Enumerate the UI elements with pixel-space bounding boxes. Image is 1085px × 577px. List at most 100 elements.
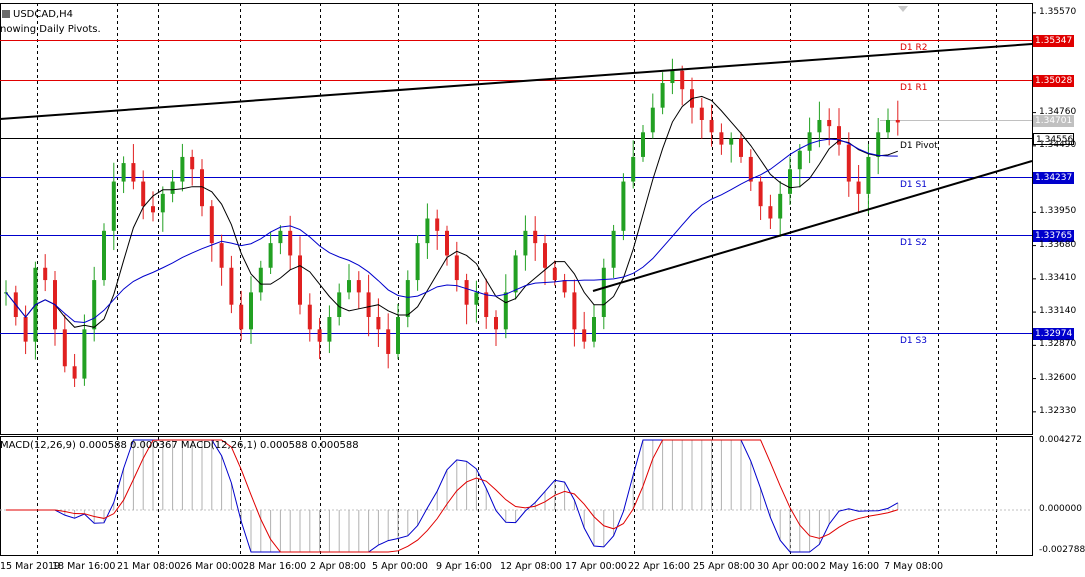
candle-body — [62, 329, 67, 367]
candle-body — [111, 181, 116, 231]
candle-body — [249, 292, 253, 330]
time-axis-label: 25 Apr 08:00 — [693, 561, 755, 572]
time-axis-label: 21 Mar 08:00 — [117, 561, 181, 572]
time-axis-label: 18 Mar 16:00 — [52, 561, 116, 572]
resistance-trendline — [0, 43, 1033, 120]
candle-body — [464, 280, 469, 305]
pivot-label: D1 S3 — [900, 335, 927, 346]
candle-body — [405, 280, 410, 318]
candle-body — [347, 280, 351, 293]
candle-body — [641, 132, 645, 157]
candle-body — [650, 107, 655, 133]
candle-body — [121, 163, 126, 182]
price-axis-label: 1.34490 — [1039, 139, 1077, 150]
chart-title-row: USDCAD,H4 — [2, 9, 73, 20]
candle-body — [200, 169, 204, 207]
candle-body — [719, 132, 724, 145]
pivot-price-tag: 1.34237 — [1033, 171, 1074, 184]
candle-body — [748, 156, 753, 182]
candle-body — [219, 243, 224, 268]
candle-body — [856, 181, 861, 194]
candle-body — [317, 329, 322, 342]
indicator-note: nowing Daily Pivots. — [0, 24, 101, 35]
candle-body — [631, 156, 636, 182]
candle-body — [258, 267, 263, 293]
candle-body — [239, 304, 244, 330]
price-axis-label: 1.32870 — [1039, 339, 1077, 350]
candle-body — [817, 119, 822, 133]
candle-body — [23, 317, 28, 342]
time-axis-label: 17 Apr 00:00 — [565, 561, 627, 572]
macd-axis-label: 0.004272 — [1039, 435, 1082, 445]
candle-body — [445, 230, 449, 256]
candle-body — [807, 132, 812, 151]
candle-body — [680, 70, 685, 90]
candle-body — [513, 255, 518, 293]
candle-body — [356, 280, 361, 293]
macd-axis-label: -0.002788 — [1039, 545, 1085, 555]
pivot-price-tag: 1.32974 — [1033, 327, 1074, 340]
candle-body — [337, 292, 342, 318]
macd-axis-label: 0.000000 — [1039, 504, 1082, 514]
time-axis-label: 26 Mar 00:00 — [180, 561, 244, 572]
price-axis-label: 1.33410 — [1039, 272, 1077, 283]
candle-body — [72, 366, 77, 379]
candle-body — [562, 280, 567, 293]
candle-body — [592, 317, 596, 342]
candle-body — [43, 267, 48, 281]
candle-body — [797, 150, 802, 170]
candle-body — [376, 317, 381, 330]
candle-body — [92, 280, 97, 330]
pivot-label: D1 R2 — [900, 42, 928, 53]
time-axis-label: 2 May 16:00 — [820, 561, 880, 572]
price-axis-label: 1.33140 — [1039, 306, 1077, 317]
candle-body — [278, 230, 283, 244]
ma-slow-line — [5, 138, 898, 323]
symbol-title: USDCAD,H4 — [13, 9, 73, 20]
candle-body — [494, 317, 498, 330]
candle-body — [895, 119, 900, 123]
pivot-label: D1 S2 — [900, 237, 927, 248]
candle-body — [298, 255, 302, 305]
price-axis-label: 1.32600 — [1039, 372, 1077, 383]
candle-body — [533, 230, 538, 244]
pivot-price-tag: 1.35347 — [1033, 34, 1074, 47]
candle-body — [758, 181, 763, 207]
candle-body — [601, 267, 606, 318]
candle-body — [415, 243, 420, 281]
pivot-price-tag: 1.33765 — [1033, 229, 1074, 242]
candle-body — [778, 193, 783, 219]
time-axis-label: 15 Mar 2019 — [0, 561, 61, 572]
candle-body — [268, 243, 273, 268]
pivot-price-tag: 1.35028 — [1033, 74, 1074, 87]
candle-body — [131, 163, 136, 182]
time-axis-label: 30 Apr 00:00 — [757, 561, 819, 572]
candle-body — [582, 329, 587, 342]
scroll-triangle-icon[interactable] — [898, 6, 908, 12]
price-axis-label: 1.32330 — [1039, 405, 1077, 416]
price-axis-label: 1.34760 — [1039, 106, 1077, 117]
price-axis-label: 1.33950 — [1039, 206, 1077, 217]
candle-body — [102, 230, 106, 281]
candle-body — [474, 292, 479, 305]
candle-body — [141, 181, 146, 207]
window-menu-icon[interactable] — [2, 10, 10, 18]
candle-body — [366, 292, 371, 318]
candle-body — [611, 230, 616, 268]
macd-line — [6, 439, 899, 553]
candle-body — [866, 156, 871, 194]
candle-body — [660, 83, 665, 108]
candle-body — [768, 206, 773, 219]
candle-body — [876, 132, 881, 157]
candle-body — [827, 119, 832, 127]
candle-body — [572, 292, 577, 330]
time-axis-label: 22 Apr 16:00 — [628, 561, 690, 572]
macd-pane-frame — [0, 436, 1033, 556]
macd-signal-line — [6, 439, 898, 553]
candle-body — [209, 206, 214, 244]
pivot-label: D1 Pivot — [900, 140, 938, 151]
pivot-label: D1 S1 — [900, 179, 927, 190]
candle-body — [425, 218, 430, 244]
